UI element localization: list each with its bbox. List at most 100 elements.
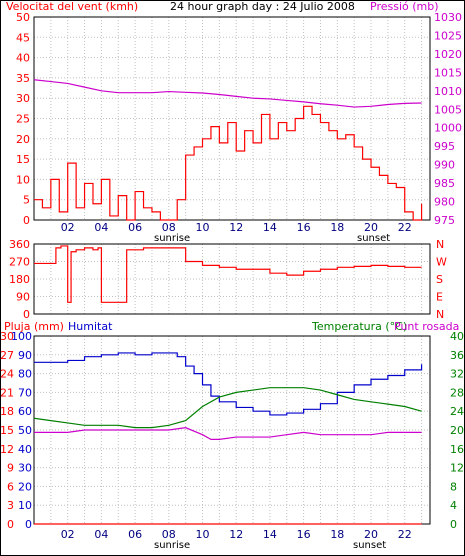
pressure-tick: 975 (434, 214, 455, 227)
temperature-tick: 36 (450, 349, 464, 362)
pressure-tick: 1030 (434, 11, 462, 24)
temperature-tick: 28 (450, 386, 464, 399)
wind-speed-tick: 45 (16, 31, 30, 44)
pressure-tick: 1025 (434, 29, 462, 42)
rain-humidity-temp-panel: Pluja (mm) Humitat Temperatura (°C) Punt… (0, 320, 464, 551)
humidity-title: Humitat (68, 320, 113, 333)
x-tick-label: 20 (364, 528, 378, 541)
x-tick-label: 02 (61, 221, 75, 234)
x-tick-label: 12 (229, 221, 243, 234)
x-tick-label: 06 (128, 221, 142, 234)
chart-title: 24 hour graph day : 24 Julio 2008 (170, 0, 355, 13)
pressure-tick: 1000 (434, 122, 462, 135)
direction-compass-tick: N (436, 238, 444, 251)
wind-panel-series (33, 79, 423, 221)
rain-tick: 18 (0, 405, 14, 418)
humidity-tick: 60 (18, 405, 32, 418)
temperature-tick: 16 (450, 443, 464, 456)
rain-tick: 6 (7, 480, 14, 493)
x-tick-label: 22 (398, 528, 412, 541)
pressure-tick: 980 (434, 196, 455, 209)
humidity-tick: 50 (18, 424, 32, 437)
pressure-tick: 995 (434, 140, 455, 153)
humidity-tick: 40 (18, 443, 32, 456)
temperature-tick: 8 (450, 480, 457, 493)
pressure-axis: 975 980 985 990 995 1000 1005 1010 1015 1020 1025 1… (434, 11, 462, 227)
wind-direction-line (34, 245, 422, 303)
humidity-tick: 80 (18, 368, 32, 381)
rain-tick: 30 (0, 330, 14, 343)
dew-point-line (34, 427, 422, 440)
rain-tick: 0 (7, 518, 14, 531)
x-tick-label: 18 (330, 528, 344, 541)
temperature-tick: 20 (450, 424, 464, 437)
pressure-title: Pressió (mb) (370, 0, 439, 13)
x-tick-label: 04 (94, 221, 108, 234)
rain-tick: 3 (7, 499, 14, 512)
dew-point-title: Punt rosada (394, 320, 459, 333)
wind-panel-grid (34, 17, 430, 220)
temperature-tick: 4 (450, 499, 457, 512)
humidity-tick: 0 (25, 518, 32, 531)
rain-tick: 27 (0, 349, 14, 362)
humidity-tick: 20 (18, 480, 32, 493)
direction-compass-tick: S (436, 273, 443, 286)
x-tick-label: 14 (263, 221, 277, 234)
wind-speed-tick: 5 (23, 194, 30, 207)
x-tick-label: 10 (196, 528, 210, 541)
direction-compass-tick: N (436, 308, 444, 321)
direction-degrees-tick: 270 (9, 256, 30, 269)
direction-degrees-axis: 0 90 180 270 360 (9, 238, 30, 321)
wind-speed-tick: 15 (16, 153, 30, 166)
wind-pressure-panel: Velocitat del vent (kmh) 24 hour graph d… (6, 0, 462, 244)
humidity-tick: 10 (18, 499, 32, 512)
rain-axis: 0 3 6 9 12 15 18 21 24 27 30 (0, 330, 14, 531)
wind-speed-tick: 10 (16, 173, 30, 186)
wind-speed-tick: 25 (16, 113, 30, 126)
pressure-line (33, 79, 422, 108)
wind-speed-axis: 0 5 10 15 20 25 30 35 40 45 50 (16, 11, 30, 227)
humidity-tick: 90 (18, 349, 32, 362)
wind-speed-tick: 35 (16, 72, 30, 85)
wind-speed-tick: 0 (23, 214, 30, 227)
temperature-tick: 24 (450, 405, 464, 418)
direction-degrees-tick: 0 (23, 308, 30, 321)
x-tick-label: 16 (297, 221, 311, 234)
humidity-axis: 0 10 20 30 40 50 60 70 80 90 100 (11, 330, 32, 531)
x-tick-label: 18 (330, 221, 344, 234)
wind-speed-title: Velocitat del vent (kmh) (6, 0, 138, 13)
rain-panel-series (33, 352, 423, 525)
direction-degrees-tick: 360 (9, 238, 30, 251)
pressure-tick: 1010 (434, 85, 462, 98)
humidity-tick: 30 (18, 462, 32, 475)
sunrise-label-bottom: sunrise (154, 540, 190, 551)
direction-degrees-tick: 90 (16, 291, 30, 304)
rain-tick: 12 (0, 443, 14, 456)
wind-speed-line (34, 105, 423, 221)
wind-speed-tick: 50 (16, 11, 30, 24)
pressure-tick: 990 (434, 159, 455, 172)
temperature-tick: 0 (450, 518, 457, 531)
pressure-tick: 985 (434, 177, 455, 190)
wind-panel-x-axis: 02 04 06 08 10 12 14 16 18 20 22 (61, 221, 412, 234)
temperature-title: Temperatura (°C) (311, 320, 407, 333)
temperature-tick: 12 (450, 462, 464, 475)
x-tick-label: 16 (297, 528, 311, 541)
rain-tick: 21 (0, 386, 14, 399)
sunset-label-top: sunset (357, 233, 390, 244)
wind-speed-tick: 30 (16, 92, 30, 105)
direction-panel-grid (34, 244, 430, 314)
direction-degrees-tick: 180 (9, 273, 30, 286)
temperature-line (33, 387, 422, 429)
direction-compass-tick: W (436, 256, 447, 269)
rain-tick: 9 (7, 462, 14, 475)
x-tick-label: 02 (61, 528, 75, 541)
x-tick-label: 12 (229, 528, 243, 541)
humidity-line (34, 352, 423, 416)
pressure-tick: 1015 (434, 66, 462, 79)
sunset-label-bottom: sunset (353, 540, 386, 551)
humidity-tick: 70 (18, 386, 32, 399)
